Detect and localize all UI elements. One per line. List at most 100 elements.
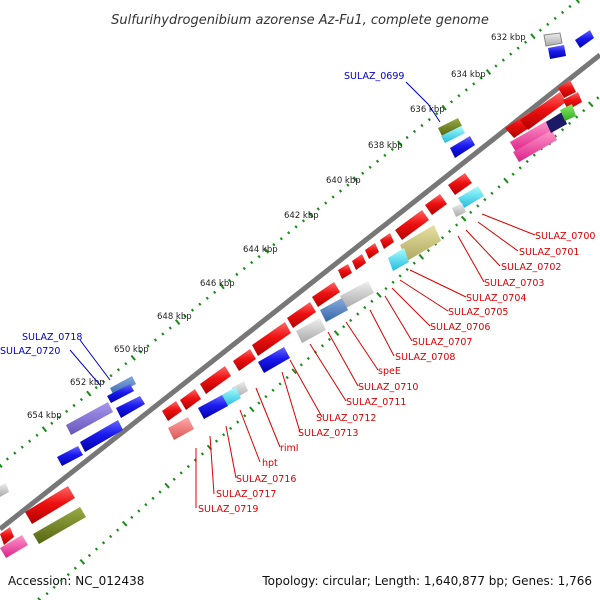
ring-dash (376, 292, 382, 298)
gene-arrow[interactable] (168, 417, 194, 440)
ring-dash (250, 260, 254, 265)
gene-arrow[interactable] (312, 282, 340, 307)
gene-arrow[interactable] (110, 376, 136, 396)
gene-arrow[interactable] (548, 45, 566, 59)
gene-arrow[interactable] (365, 243, 379, 259)
genome-backbone (0, 53, 600, 531)
gene-arrow[interactable] (575, 30, 594, 48)
gene-arrow[interactable] (380, 233, 394, 249)
tick-label: 654 kbp (27, 411, 62, 421)
gene-arrow[interactable] (180, 389, 201, 410)
gene-arrow[interactable] (441, 126, 465, 143)
gene-arrow[interactable] (438, 118, 462, 136)
gene-label[interactable]: SULAZ_0712 (316, 413, 376, 424)
gene-arrow[interactable] (560, 104, 576, 121)
gene-arrow[interactable] (546, 112, 567, 133)
gene-arrow[interactable] (33, 507, 86, 544)
gene-arrow[interactable] (338, 264, 352, 279)
gene-label[interactable]: SULAZ_0705 (448, 307, 508, 318)
ring-dash (575, 115, 579, 119)
gene-label[interactable]: SULAZ_0699 (344, 71, 404, 82)
gene-arrow[interactable] (80, 420, 123, 452)
gene-arrow[interactable] (116, 396, 145, 418)
gene-arrow[interactable] (57, 446, 83, 466)
gene-arrow[interactable] (296, 318, 326, 343)
gene-arrow[interactable] (448, 173, 472, 195)
gene-label[interactable]: speE (378, 366, 401, 377)
ring-dash (301, 219, 306, 223)
gene-arrow[interactable] (450, 136, 475, 158)
gene-label[interactable]: SULAZ_0711 (346, 397, 406, 408)
gene-arrow[interactable] (252, 322, 291, 356)
ring-dash (144, 503, 148, 507)
gene-arrow[interactable] (320, 298, 348, 322)
gene-arrow[interactable] (513, 130, 557, 162)
tick-label: 644 kbp (243, 245, 278, 255)
ring-dash (363, 306, 367, 310)
ring-dash (263, 247, 270, 254)
ring-dash (356, 312, 360, 316)
gene-arrow[interactable] (388, 248, 409, 271)
gene-label[interactable]: SULAZ_0717 (216, 489, 276, 500)
gene-arrow[interactable] (0, 483, 9, 497)
ring-dash (420, 123, 424, 128)
ring-dash (320, 344, 325, 348)
ring-dash (221, 433, 226, 437)
ring-dash (560, 128, 565, 132)
gene-arrow[interactable] (66, 402, 113, 435)
gene-label[interactable]: SULAZ_0702 (501, 262, 561, 273)
gene-arrow[interactable] (107, 384, 134, 403)
ring-dash (575, 0, 581, 4)
gene-arrow[interactable] (0, 527, 14, 545)
gene-arrow[interactable] (287, 302, 316, 328)
ring-dash (279, 237, 283, 241)
gene-arrow[interactable] (520, 92, 566, 130)
gene-label[interactable]: SULAZ_0703 (484, 278, 544, 289)
gene-arrow[interactable] (25, 486, 75, 524)
gene-label[interactable]: SULAZ_0701 (519, 247, 579, 258)
gene-arrow[interactable] (458, 186, 484, 208)
gene-label[interactable]: SULAZ_0719 (198, 504, 258, 515)
gene-arrow[interactable] (162, 401, 182, 421)
gene-arrow[interactable] (340, 281, 374, 308)
cog-colored-genes (0, 104, 576, 558)
gene-label[interactable]: SULAZ_0700 (535, 231, 595, 242)
gene-arrow[interactable] (233, 349, 256, 371)
ring-dash (494, 64, 498, 68)
gene-label[interactable]: SULAZ_0704 (466, 293, 526, 304)
ring-dash (501, 58, 505, 62)
gene-arrow[interactable] (258, 347, 290, 373)
ring-dash (86, 390, 92, 397)
gene-label[interactable]: SULAZ_0720 (0, 346, 60, 357)
gene-arrow[interactable] (425, 194, 447, 215)
gene-arrow[interactable] (543, 32, 563, 47)
ring-dash (172, 477, 176, 481)
tick-ring (0, 0, 581, 468)
gene-arrow[interactable] (352, 254, 366, 270)
gene-label[interactable]: SULAZ_0707 (412, 337, 472, 348)
gene-label[interactable]: SULAZ_0706 (430, 322, 490, 333)
gene-arrow[interactable] (558, 80, 576, 98)
gene-label[interactable]: SULAZ_0718 (22, 332, 82, 343)
ring-dash (249, 406, 255, 413)
gene-label[interactable]: SULAZ_0710 (358, 382, 418, 393)
gene-arrow[interactable] (395, 210, 429, 240)
gene-arrow[interactable] (510, 120, 554, 152)
gene-label[interactable]: SULAZ_0713 (298, 428, 358, 439)
gene-label[interactable]: SULAZ_0708 (395, 352, 455, 363)
gene-arrow[interactable] (0, 535, 28, 558)
gene-arrow[interactable] (200, 366, 231, 394)
ring-dash (94, 385, 98, 390)
ring-dash (5, 457, 9, 461)
gene-label[interactable]: rimI (280, 443, 299, 454)
gene-label[interactable]: SULAZ_0716 (236, 474, 296, 485)
ring-dash (102, 379, 106, 384)
gene-arrow[interactable] (198, 395, 228, 419)
gene-arrow[interactable] (400, 225, 441, 261)
gene-arrow[interactable] (452, 203, 466, 217)
ring-dash (121, 520, 128, 527)
ring-dash (294, 225, 298, 229)
gene-arrow[interactable] (563, 92, 582, 110)
ring-dash (35, 433, 39, 437)
gene-label[interactable]: hpt (262, 458, 278, 469)
